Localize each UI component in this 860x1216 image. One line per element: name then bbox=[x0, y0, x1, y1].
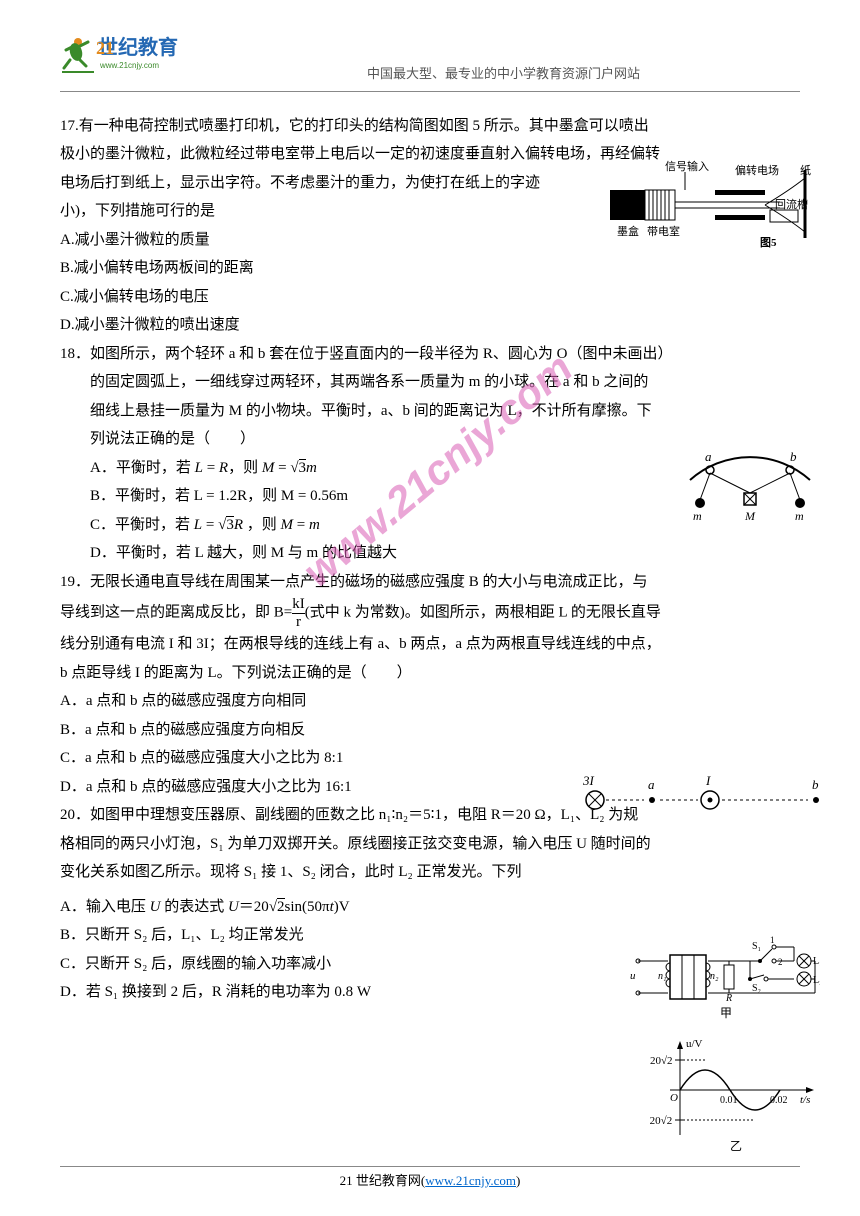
footer-text-a: 21 世纪教育网( bbox=[340, 1173, 426, 1188]
q19-line1: 19．无限长通电直导线在周围某一点产生的磁场的磁感应强度 B 的大小与电流成正比… bbox=[60, 568, 800, 597]
site-logo: 世纪教育 21 www.21cnjy.com bbox=[60, 30, 190, 87]
svg-text:偏转电场: 偏转电场 bbox=[735, 163, 779, 177]
svg-text:www.21cnjy.com: www.21cnjy.com bbox=[99, 61, 159, 70]
frac-top: kI bbox=[292, 596, 305, 614]
page-header: 世纪教育 21 www.21cnjy.com 中国最大型、最专业的中小学教育资源… bbox=[60, 30, 800, 92]
svg-text:S₁: S₁ bbox=[752, 941, 761, 952]
q19-opt-a: A．a 点和 b 点的磁感应强度方向相同 bbox=[60, 687, 800, 716]
q18-line1: 18．如图所示，两个轻环 a 和 b 套在位于竖直面内的一段半径为 R、圆心为 … bbox=[60, 340, 800, 369]
q18-line2: 的固定圆弧上，一细线穿过两轻环，其两端各系一质量为 m 的小球。在 a 和 b … bbox=[60, 368, 800, 397]
q18-opt-d: D．平衡时，若 L 越大，则 M 与 m 的比值越大 bbox=[90, 539, 800, 568]
svg-text:m: m bbox=[795, 509, 804, 523]
q19-opt-b: B．a 点和 b 点的磁感应强度方向相反 bbox=[60, 716, 800, 745]
svg-text:u: u bbox=[630, 970, 636, 982]
svg-text:O: O bbox=[670, 1092, 678, 1104]
svg-text:b: b bbox=[790, 449, 797, 464]
svg-text:0.01: 0.01 bbox=[720, 1095, 738, 1106]
svg-text:b: b bbox=[812, 777, 819, 792]
svg-text:t/s: t/s bbox=[800, 1094, 810, 1106]
page: 世纪教育 21 www.21cnjy.com 中国最大型、最专业的中小学教育资源… bbox=[0, 0, 860, 1057]
svg-text:u/V: u/V bbox=[686, 1038, 703, 1050]
figure-transformer: u n₁ n₂ R 1 2 S₁ L bbox=[630, 935, 820, 1036]
svg-text:2: 2 bbox=[778, 957, 783, 967]
q17-opt-b: B.减小偏转电场两板间的距离 bbox=[60, 254, 800, 283]
svg-text:信号输入: 信号输入 bbox=[665, 160, 709, 173]
svg-text:20√2: 20√2 bbox=[650, 1055, 673, 1067]
frac-bot: r bbox=[296, 614, 301, 630]
q17-opt-c: C.减小偏转电场的电压 bbox=[60, 283, 800, 312]
q19-opt-c: C．a 点和 b 点的磁感应强度大小之比为 8:1 bbox=[60, 744, 800, 773]
q19-line3: 线分别通有电流 I 和 3I；在两根导线的连线上有 a、b 两点，a 点为两根直… bbox=[60, 630, 800, 659]
figure-wires: 3I a I b bbox=[580, 775, 830, 826]
header-tagline: 中国最大型、最专业的中小学教育资源门户网站 bbox=[367, 62, 640, 87]
svg-text:1: 1 bbox=[770, 935, 775, 945]
svg-text:m: m bbox=[693, 509, 702, 523]
svg-text:-20√2: -20√2 bbox=[650, 1115, 672, 1127]
figure-5: 信号输入 偏转电场 纸 墨盒 带电室 回流槽 bbox=[605, 160, 815, 255]
q19-line2: 导线到这一点的距离成反比，即 B=kIr(式中 k 为常数)。如图所示，两根相距… bbox=[60, 596, 800, 630]
q20-opt-a: A．输入电压 U 的表达式 U＝20√2sin(50πt)V bbox=[60, 893, 800, 922]
q18-line3: 细线上悬挂一质量为 M 的小物块。平衡时，a、b 间的距离记为 L，不计所有摩擦… bbox=[60, 397, 800, 426]
svg-text:0.02: 0.02 bbox=[770, 1095, 788, 1106]
svg-text:甲: 甲 bbox=[720, 1006, 732, 1020]
svg-text:S₂: S₂ bbox=[752, 983, 761, 994]
svg-text:a: a bbox=[705, 449, 712, 464]
q17-opt-d: D.减小墨汁微粒的喷出速度 bbox=[60, 311, 800, 340]
figure-sine: u/V t/s 20√2 -20√2 0.01 0.02 O 乙 bbox=[650, 1035, 820, 1166]
svg-text:R: R bbox=[725, 993, 732, 1004]
svg-text:n₂: n₂ bbox=[710, 971, 719, 982]
page-footer: 21 世纪教育网(www.21cnjy.com) bbox=[0, 1166, 860, 1194]
q20-line2: 格相同的两只小灯泡，S₁ 为单刀双掷开关。原线圈接正弦交变电源，输入电压 U 随… bbox=[60, 830, 800, 859]
footer-text-b: ) bbox=[516, 1173, 520, 1188]
q19-l2a: 导线到这一点的距离成反比，即 B= bbox=[60, 604, 292, 620]
svg-text:乙: 乙 bbox=[730, 1139, 742, 1153]
q17-line1: 17.有一种电荷控制式喷墨打印机，它的打印头的结构简图如图 5 所示。其中墨盒可… bbox=[60, 112, 800, 141]
q19-line4: b 点距导线 I 的距离为 L。下列说法正确的是（ ） bbox=[60, 659, 800, 688]
q20-line3: 变化关系如图乙所示。现将 S₁ 接 1、S₂ 闭合，此时 L₂ 正常发光。下列 bbox=[60, 858, 800, 887]
svg-text:I: I bbox=[705, 775, 711, 788]
svg-text:M: M bbox=[744, 509, 756, 523]
svg-text:a: a bbox=[648, 777, 655, 792]
svg-text:图5: 图5 bbox=[760, 236, 777, 249]
svg-text:21: 21 bbox=[96, 38, 114, 58]
q19-l2b: (式中 k 为常数)。如图所示，两根相距 L 的无限长直导 bbox=[305, 604, 661, 620]
footer-link[interactable]: www.21cnjy.com bbox=[425, 1173, 516, 1188]
svg-text:墨盒: 墨盒 bbox=[617, 224, 639, 238]
figure-arc: a b m m M bbox=[680, 445, 820, 536]
svg-text:n₁: n₁ bbox=[658, 971, 666, 982]
svg-text:L₂: L₂ bbox=[813, 975, 820, 986]
svg-text:回流槽: 回流槽 bbox=[775, 197, 808, 211]
svg-text:3I: 3I bbox=[582, 775, 595, 788]
svg-text:带电室: 带电室 bbox=[647, 224, 680, 238]
